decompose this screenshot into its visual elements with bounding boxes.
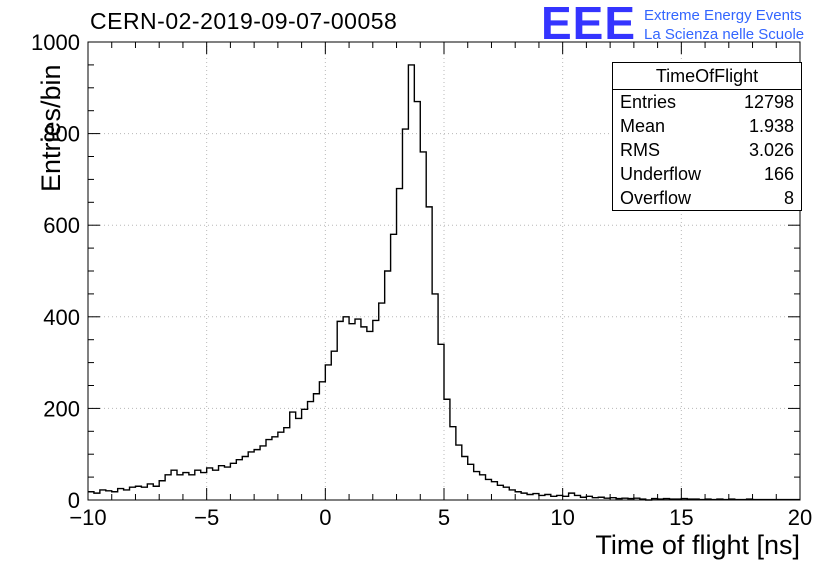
x-tick-label: −10 [69,505,106,530]
stats-value: 8 [783,188,794,208]
stats-row-mean: Mean 1.938 [613,114,801,138]
stats-value: 3.026 [748,140,794,160]
stats-label: Underflow [620,164,702,184]
stats-row-rms: RMS 3.026 [613,138,801,162]
eee-logo-text: EEE [541,0,637,49]
x-tick-label: −5 [194,505,219,530]
eee-logo-line2: La Scienza nelle Scuole [644,26,805,43]
stats-row-overflow: Overflow 8 [613,186,801,210]
x-axis-label: Time of flight [ns] [595,530,800,560]
x-tick-label: 5 [438,505,450,530]
stats-value: 1.938 [748,116,794,136]
plot-title: CERN-02-2019-09-07-00058 [90,8,398,34]
stats-value: 12798 [743,92,794,112]
eee-logo-subtitle: Extreme Energy Events La Scienza nelle S… [644,2,804,44]
stats-label: Entries [620,92,677,112]
stats-box: TimeOfFlight Entries 12798 Mean 1.938 RM… [612,62,802,211]
y-tick-label: 0 [68,488,80,513]
x-tick-label: 0 [319,505,331,530]
stats-box-title: TimeOfFlight [613,63,801,90]
stats-value: 166 [763,164,794,184]
eee-logo-line1: Extreme Energy Events [644,7,802,24]
stats-label: RMS [620,140,660,160]
histogram-line [88,64,800,501]
y-tick-label: 600 [43,213,80,238]
stats-label: Mean [620,116,666,136]
x-tick-label: 15 [669,505,693,530]
y-tick-label: 200 [43,396,80,421]
stats-row-underflow: Underflow 166 [613,162,801,186]
y-axis-label: Entries/bin [36,64,66,192]
y-tick-label: 1000 [31,30,80,55]
stats-label: Overflow [620,188,692,208]
y-tick-label: 800 [43,122,80,147]
x-tick-label: 10 [550,505,574,530]
eee-logo: EEE Extreme Energy Events La Scienza nel… [541,0,804,49]
stats-row-entries: Entries 12798 [613,90,801,114]
y-tick-label: 400 [43,305,80,330]
x-tick-label: 20 [788,505,812,530]
